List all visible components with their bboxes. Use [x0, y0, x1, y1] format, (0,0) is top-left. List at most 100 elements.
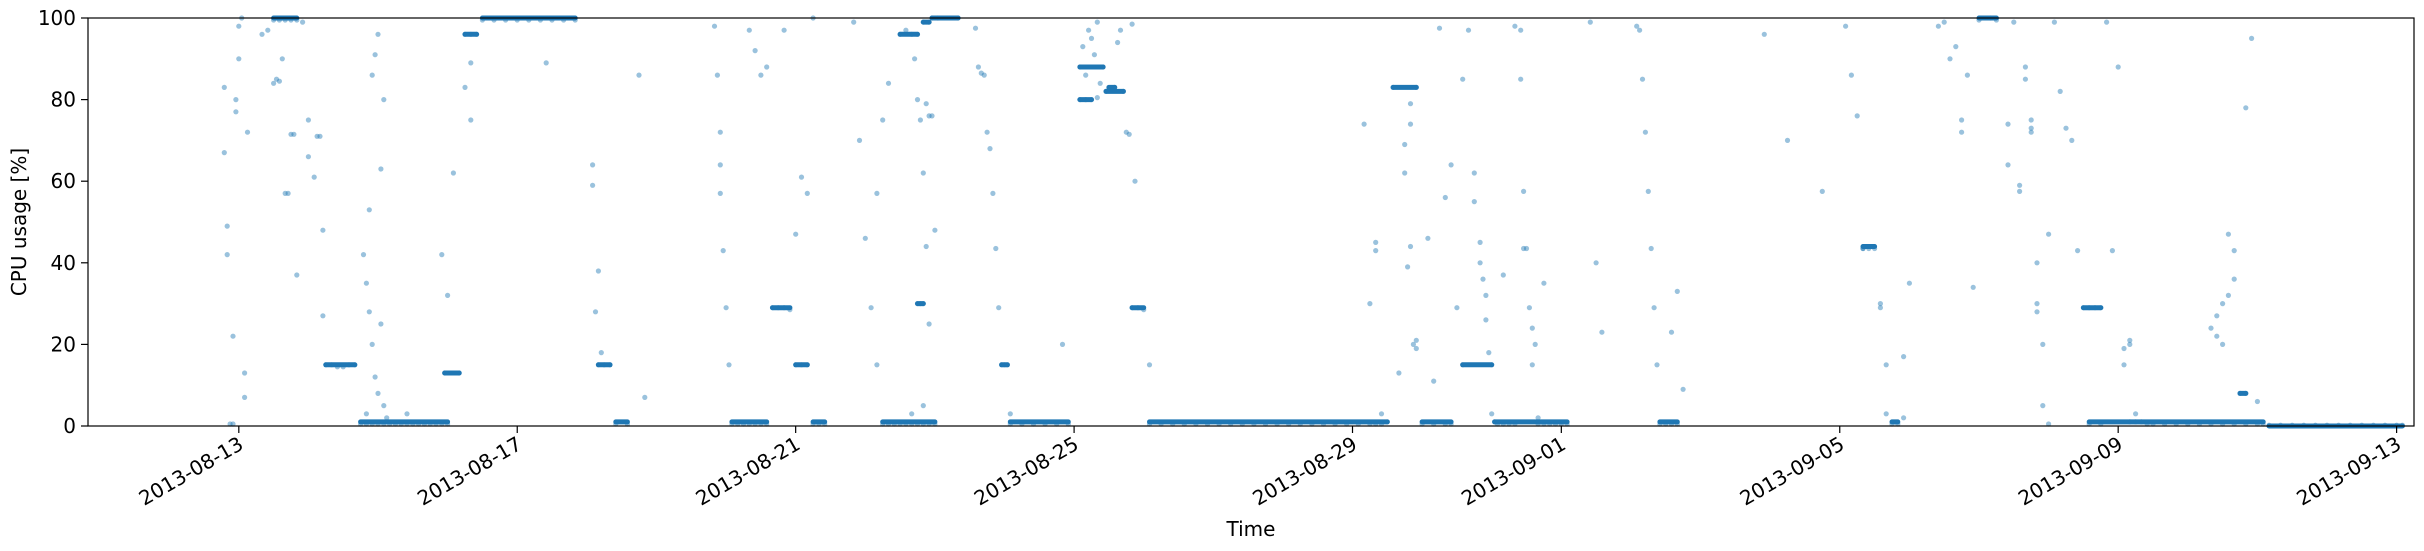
data-point: [2127, 341, 2133, 347]
y-axis-label: CPU usage [%]: [7, 148, 31, 296]
data-point: [1593, 260, 1599, 266]
data-point: [926, 113, 932, 119]
data-point: [1964, 72, 1970, 78]
data-point: [1642, 129, 1648, 135]
data-point: [2040, 403, 2046, 409]
data-point: [221, 84, 227, 90]
data-point: [288, 131, 294, 137]
data-point: [987, 146, 993, 152]
data-point: [1518, 76, 1524, 82]
data-point: [2034, 309, 2040, 315]
data-point: [1123, 129, 1129, 135]
data-point: [978, 70, 984, 76]
data-point: [717, 190, 723, 196]
data-point: [2046, 231, 2052, 237]
data-point: [1500, 272, 1506, 278]
data-point: [920, 170, 926, 176]
data-point: [2022, 64, 2028, 70]
data-point: [1448, 162, 1454, 168]
data-point: [984, 129, 990, 135]
data-point: [1091, 52, 1097, 58]
data-point: [300, 19, 306, 25]
data-point: [746, 27, 752, 33]
data-point: [1477, 239, 1483, 245]
data-point: [404, 411, 410, 417]
data-point: [856, 137, 863, 143]
data-point: [271, 80, 277, 86]
data-point: [366, 207, 372, 213]
data-point: [592, 309, 599, 315]
data-point: [1471, 199, 1477, 205]
data-point: [972, 25, 979, 31]
data-point: [2063, 125, 2069, 131]
data-point: [1480, 276, 1486, 282]
data-point: [468, 60, 474, 66]
data-point: [2034, 260, 2040, 266]
data-point: [230, 421, 236, 427]
data-point: [1947, 56, 1953, 62]
data-point: [2243, 105, 2249, 111]
data-point: [1489, 411, 1495, 417]
data-point: [1901, 354, 1907, 360]
data-point: [2109, 248, 2115, 254]
data-point: [993, 245, 999, 252]
data-point: [1883, 411, 1889, 417]
data-point: [282, 190, 288, 196]
data-point: [717, 162, 723, 168]
data-point: [439, 252, 445, 258]
data-point: [320, 227, 326, 233]
data-point: [1535, 415, 1541, 421]
data-point: [468, 117, 474, 123]
data-point: [1413, 337, 1419, 343]
data-point: [2005, 121, 2011, 127]
data-point: [1115, 39, 1121, 46]
data-point: [1639, 76, 1646, 82]
data-point: [276, 78, 282, 84]
data-point: [996, 305, 1002, 311]
data-point: [363, 280, 369, 286]
data-point: [1518, 27, 1524, 33]
data-point: [885, 80, 892, 86]
data-point: [1819, 188, 1825, 194]
data-point: [920, 403, 926, 409]
data-point: [1541, 280, 1547, 286]
data-point: [1654, 362, 1660, 368]
data-point: [1651, 305, 1657, 311]
data-point: [1007, 411, 1013, 417]
data-point: [384, 415, 390, 421]
data-point: [714, 72, 721, 78]
data-point: [1521, 245, 1527, 252]
data-point: [1425, 235, 1431, 241]
plot-frame: [87, 17, 2415, 427]
data-point: [1941, 19, 1947, 25]
data-point: [1901, 415, 1907, 421]
data-point: [1637, 27, 1643, 33]
data-point: [381, 403, 387, 409]
data-point: [981, 72, 987, 78]
data-point: [1848, 72, 1854, 78]
data-point: [265, 27, 271, 33]
data-point: [1465, 27, 1472, 33]
data-point: [793, 231, 799, 237]
data-point: [543, 60, 549, 66]
data-point: [1402, 170, 1408, 176]
data-point: [2017, 182, 2023, 188]
data-point: [1674, 288, 1680, 294]
data-point: [764, 64, 770, 70]
data-point: [1645, 188, 1651, 194]
data-point: [2075, 248, 2081, 254]
data-point: [868, 305, 874, 311]
data-point: [1523, 245, 1530, 252]
data-point: [305, 154, 311, 160]
data-point: [1396, 370, 1402, 376]
data-point: [2011, 19, 2017, 25]
y-tick-label: 20: [51, 332, 76, 356]
data-point: [1959, 129, 1965, 135]
data-point: [2214, 313, 2220, 319]
data-point: [598, 350, 604, 356]
data-point: [726, 362, 732, 368]
data-point: [1970, 284, 1976, 290]
data-point: [1080, 44, 1086, 50]
data-point: [636, 72, 642, 78]
data-point: [366, 309, 372, 315]
